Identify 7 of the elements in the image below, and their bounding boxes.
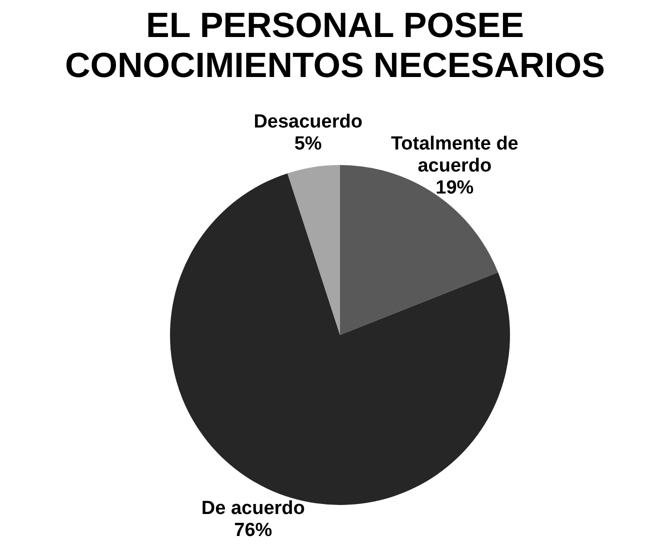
slice-label: Totalmente de acuerdo bbox=[390, 134, 518, 177]
slice-label: De acuerdo bbox=[201, 498, 305, 519]
data-label: 76% bbox=[234, 520, 272, 541]
chart-title: EL PERSONAL POSEE CONOCIMIENTOS NECESARIOS bbox=[64, 6, 606, 86]
data-label: 5% bbox=[294, 134, 322, 155]
slice-label: Desacuerdo bbox=[254, 112, 362, 133]
data-label: 19% bbox=[436, 178, 474, 199]
